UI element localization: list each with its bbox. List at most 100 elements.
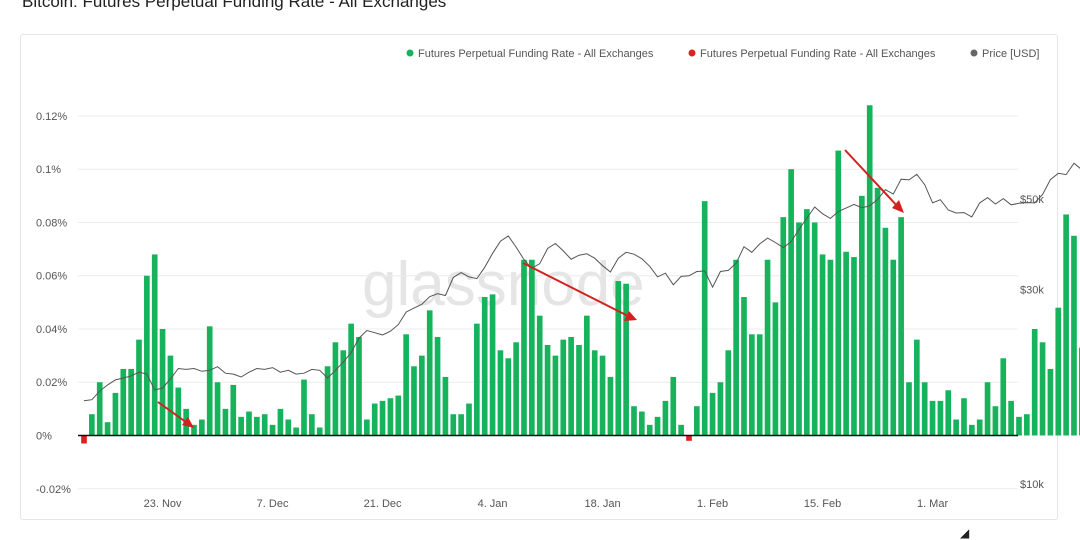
funding-rate-bar [961,398,967,436]
legend-item-funding-positive[interactable]: Futures Perpetual Funding Rate - All Exc… [406,48,654,60]
funding-rate-bar [733,259,739,436]
funding-rate-bar [505,358,512,436]
funding-rate-bar [866,105,873,436]
funding-rate-bar [725,350,732,436]
funding-rate-bar [882,227,889,436]
funding-rate-bar [356,336,362,436]
funding-rate-bar [623,283,629,436]
funding-rate-bar [521,259,527,436]
legend-marker-green [406,49,414,57]
funding-rate-bar [811,222,818,436]
funding-rate-bar [709,392,716,436]
funding-rate-bar [843,251,849,436]
y-right-tick-label: $30k [1020,284,1044,296]
funding-rate-bar [686,435,692,441]
funding-rate-bar [348,323,354,436]
funding-rate-bar [631,406,637,436]
funding-rate-bar [1055,307,1062,436]
funding-rate-bar [662,400,669,436]
funding-rate-bar [151,254,158,436]
funding-rate-bar [1063,214,1069,436]
funding-rate-bar [450,414,457,436]
funding-rate-bar [474,323,480,436]
funding-rate-bar [481,297,488,436]
funding-rate-bar [615,281,622,436]
funding-rate-bar [898,217,904,436]
funding-rate-bar [584,315,590,436]
funding-rate-bar [591,350,598,436]
funding-rate-bar [701,201,708,436]
funding-rate-bar [749,334,755,436]
funding-rate-bar [136,339,142,436]
funding-rate-bar [796,222,802,436]
funding-rate-bar [827,259,834,436]
funding-rate-bar [426,310,433,436]
y-tick-label: -0.02% [36,484,71,496]
funding-rate-bar [120,368,127,436]
funding-rate-bar [324,366,331,436]
funding-rate-bar [764,259,771,436]
legend-item-price[interactable]: Price [USD] [970,48,1040,60]
x-tick-label: 18. Jan [585,498,621,510]
funding-rate-bar [906,382,912,436]
legend-marker-red [688,49,696,57]
funding-rate-bar [285,419,292,436]
funding-rate-bar [89,414,95,436]
funding-rate-bar [395,395,402,436]
funding-rate-bar [921,382,928,436]
x-tick-label: 23. Nov [144,498,182,510]
funding-rate-bar [646,424,653,436]
x-tick-label: 21. Dec [364,498,402,510]
funding-rate-bar [144,275,150,436]
x-tick-label: 7. Dec [257,498,289,510]
funding-rate-bar [780,217,787,436]
x-tick-label: 4. Jan [478,498,508,510]
y-right-tick-label: $10k [1020,479,1044,491]
funding-rate-bar [309,414,315,436]
funding-rate-bar [678,424,684,436]
x-axis-ticks: 23. Nov 7. Dec 21. Dec 4. Jan 18. Jan 1. Feb 1… [144,498,949,510]
funding-rate-bar [1071,235,1077,436]
legend-item-funding-negative[interactable]: Futures Perpetual Funding Rate - All Exc… [688,48,936,60]
funding-rate-bar [1008,400,1014,436]
funding-rate-bar [529,259,535,436]
funding-rate-bar [1039,342,1046,436]
annotation-arrow [522,262,633,319]
funding-rate-bar [364,419,370,436]
funding-rate-bar [206,326,213,436]
legend-label: Price [USD] [982,48,1039,60]
funding-rate-bar [544,344,551,436]
funding-rate-bar [199,419,205,436]
funding-rate-bar [851,257,857,436]
price-line [83,162,1080,402]
funding-rate-bar [175,387,182,436]
watermark: glassnode [362,250,645,319]
annotation-arrows [157,149,904,428]
funding-rate-bar [81,435,87,444]
legend-marker-gray [970,49,978,57]
funding-rate-bar [1024,414,1030,436]
funding-rate-bar [254,416,260,436]
funding-rate-bar [639,411,645,436]
funding-rate-bar [316,427,323,436]
funding-rate-bar [772,302,779,436]
funding-rate-bar [269,424,276,436]
funding-rate-bar [466,403,472,436]
funding-rate-bar [914,339,920,436]
funding-rate-bar [128,368,134,436]
y-tick-label: 0.02% [36,377,67,389]
funding-rate-bar [890,259,897,436]
funding-rate-bar [246,411,252,436]
funding-rate-bar [96,382,103,436]
funding-rate-bar [560,339,567,436]
funding-rate-bar [804,209,810,436]
y-tick-label: 0% [36,431,52,443]
funding-rate-bar [332,342,339,436]
funding-rate-bar [112,392,119,436]
legend: Futures Perpetual Funding Rate - All Exc… [406,48,1040,60]
funding-rate-bar [670,376,677,436]
funding-rate-bar [568,336,574,436]
funding-rate-bar [984,382,991,436]
funding-rate-bar [167,355,174,436]
arrow-head [624,311,637,321]
